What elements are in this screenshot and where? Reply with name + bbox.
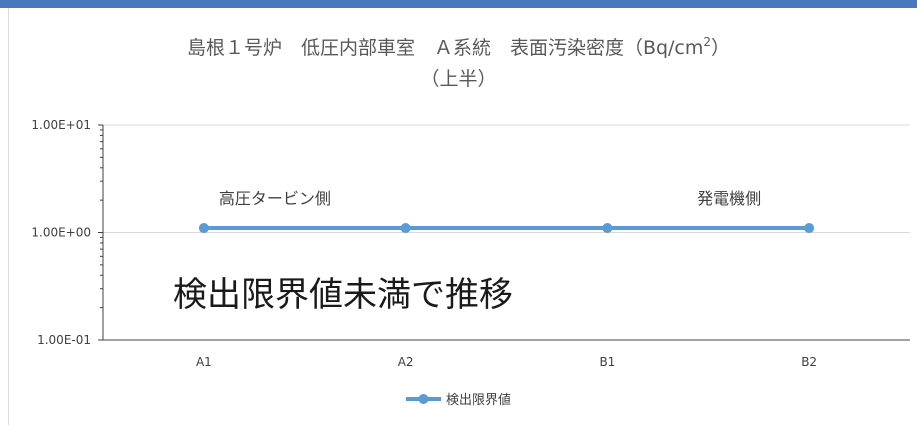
y-tick-label-2: 1.00E-01 xyxy=(37,333,91,347)
x-tick-label-2: B1 xyxy=(599,355,615,369)
x-tick-label-1: A2 xyxy=(398,355,414,369)
chart-title-close: ） xyxy=(711,37,731,59)
chart-title-superscript: 2 xyxy=(703,35,712,49)
window-top-bar xyxy=(0,0,917,8)
x-tick-label-3: B2 xyxy=(801,355,817,369)
data-point-0-0 xyxy=(198,223,209,234)
annotation-below-detection-limit: 検出限界値未満で推移 xyxy=(173,275,513,315)
annotation-hp-turbine-side: 高圧タービン側 xyxy=(219,189,331,208)
data-point-0-3 xyxy=(804,223,815,234)
legend-label: 検出限界値 xyxy=(446,392,511,408)
y-tick-label-1: 1.00E+00 xyxy=(31,226,91,240)
chart-title-main: 島根１号炉 低圧内部車室 Ａ系統 表面汚染密度（Bq/cm xyxy=(186,37,704,59)
annotation-generator-side: 発電機側 xyxy=(697,189,761,208)
chart-title: 島根１号炉 低圧内部車室 Ａ系統 表面汚染密度（Bq/cm2） xyxy=(0,33,917,60)
data-point-0-1 xyxy=(400,223,411,234)
legend-marker xyxy=(418,394,429,404)
x-tick-label-0: A1 xyxy=(196,355,212,369)
y-tick-label-0: 1.00E+01 xyxy=(31,118,91,132)
chart-frame xyxy=(8,8,917,425)
chart-subtitle: （上半） xyxy=(420,68,497,90)
data-point-0-2 xyxy=(602,223,613,234)
